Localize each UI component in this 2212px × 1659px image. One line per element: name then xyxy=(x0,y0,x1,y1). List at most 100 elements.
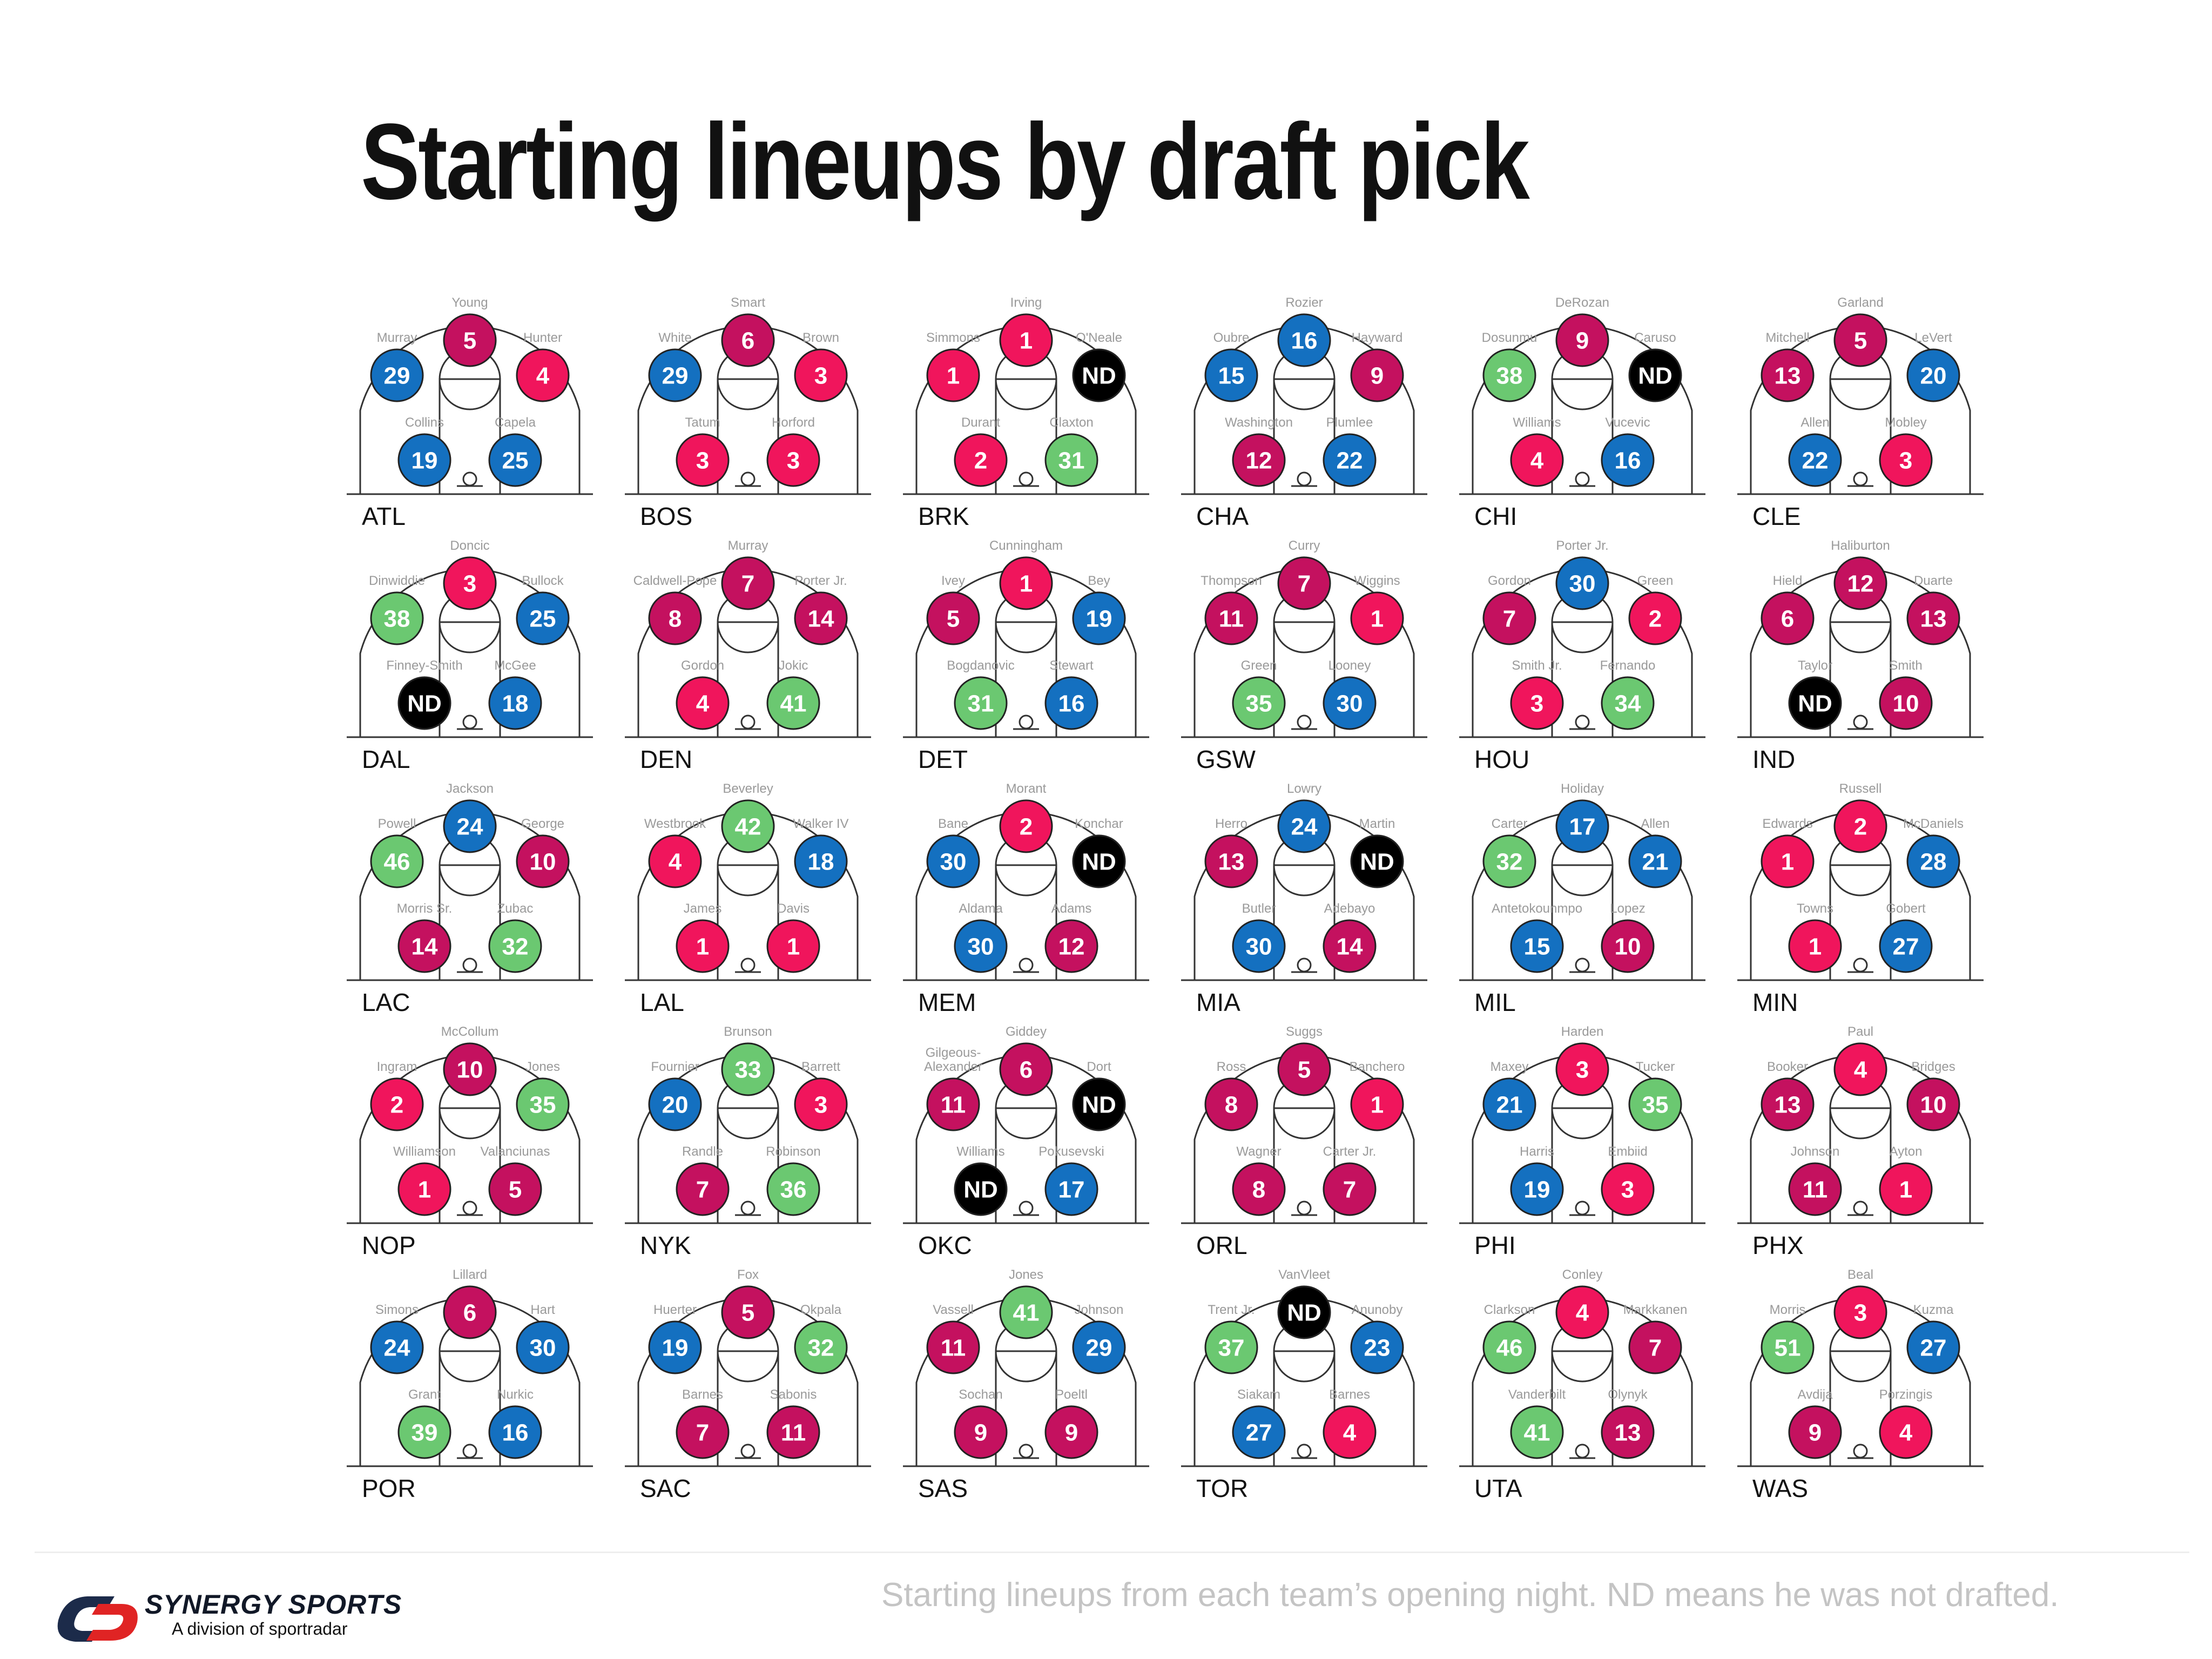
player-name: Lopez xyxy=(1610,901,1645,916)
player-name: McGee xyxy=(494,658,536,673)
player-name: Towns xyxy=(1797,901,1833,916)
draft-pick-circle xyxy=(1555,799,1609,853)
player-marker: Vassell 11 xyxy=(926,1303,980,1374)
player-marker: Sochan 9 xyxy=(954,1387,1008,1459)
team-panel-dal: Dinwiddie 38 Doncic 3 Bullock 25 Finney-Smith N… xyxy=(347,538,593,773)
draft-pick-value: 20 xyxy=(662,1092,689,1118)
player-name: Jackson xyxy=(446,781,494,796)
player-marker: Hunter 4 xyxy=(516,331,570,402)
player-name: Caruso xyxy=(1634,331,1676,345)
player-name: Williamson xyxy=(393,1144,456,1159)
draft-pick-value: ND xyxy=(1798,691,1832,717)
player-marker: Westbrook 4 xyxy=(644,817,706,888)
chart-title: Starting lineups by draft pick xyxy=(361,102,1530,222)
draft-pick-circle xyxy=(370,591,424,645)
player-marker: Finney-Smith ND xyxy=(386,658,463,730)
player-marker: Booker 13 xyxy=(1761,1060,1815,1131)
player-marker: Green 35 xyxy=(1232,658,1286,730)
team-code: POR xyxy=(362,1474,416,1502)
draft-pick-value: 7 xyxy=(696,1420,709,1446)
player-marker: Ivey 5 xyxy=(926,574,980,645)
player-marker: Smith 10 xyxy=(1879,658,1933,730)
player-marker: Claxton 31 xyxy=(1044,415,1098,487)
draft-pick-value: 8 xyxy=(1252,1177,1265,1203)
draft-pick-value: 32 xyxy=(1496,849,1523,875)
player-marker: Trent Jr. 37 xyxy=(1204,1303,1258,1374)
draft-pick-value: 3 xyxy=(463,571,476,597)
draft-pick-circle xyxy=(1350,1077,1404,1131)
draft-pick-circle xyxy=(954,1162,1008,1216)
draft-pick-value: 16 xyxy=(1615,448,1641,474)
draft-pick-value: 6 xyxy=(463,1300,476,1326)
player-marker: Nurkic 16 xyxy=(488,1387,542,1459)
player-name: Banchero xyxy=(1350,1060,1405,1074)
player-name: Bogdanovic xyxy=(947,658,1014,673)
draft-pick-value: 3 xyxy=(787,448,800,474)
draft-pick-circle xyxy=(397,676,451,730)
player-name: Huerter xyxy=(653,1303,697,1317)
player-marker: Adams 12 xyxy=(1044,901,1098,973)
team-panel-mil: Carter 32 Holiday 17 Allen 21 Antetokounmpo 15 L… xyxy=(1459,781,1705,1016)
draft-pick-value: 31 xyxy=(968,691,994,717)
player-marker: Markkanen 7 xyxy=(1623,1303,1687,1374)
player-marker: Durant 2 xyxy=(954,415,1008,487)
draft-pick-circle xyxy=(954,919,1008,973)
player-marker: Williams ND xyxy=(954,1144,1008,1216)
draft-pick-value: 41 xyxy=(1013,1300,1040,1326)
player-name: Simons xyxy=(375,1303,419,1317)
draft-pick-circle xyxy=(721,799,775,853)
player-marker: Jackson 24 xyxy=(443,781,497,853)
draft-pick-circle xyxy=(1555,556,1609,610)
player-marker: Caldwell-Pope 8 xyxy=(633,574,717,645)
draft-pick-circle xyxy=(1510,676,1564,730)
draft-pick-value: 13 xyxy=(1218,849,1245,875)
draft-pick-value: 5 xyxy=(741,1300,754,1326)
draft-pick-value: 11 xyxy=(781,1420,806,1446)
team-code: WAS xyxy=(1752,1474,1808,1502)
draft-pick-value: 6 xyxy=(741,328,754,354)
draft-pick-value: 42 xyxy=(735,814,761,840)
draft-pick-circle xyxy=(1555,1285,1609,1339)
player-name: Ingram xyxy=(377,1060,417,1074)
player-marker: Randle 7 xyxy=(676,1144,730,1216)
draft-pick-value: 16 xyxy=(1291,328,1318,354)
draft-pick-circle xyxy=(1350,1320,1404,1374)
player-name: Porzingis xyxy=(1879,1387,1933,1402)
draft-pick-value: 3 xyxy=(1576,1057,1589,1083)
player-name: Williams xyxy=(956,1144,1004,1159)
player-marker: Carter Jr. 7 xyxy=(1323,1144,1377,1216)
player-marker: Wiggins 1 xyxy=(1350,574,1404,645)
team-panel-phi: Maxey 21 Harden 3 Tucker 35 Harris 19 Embiid 3 PHI xyxy=(1459,1024,1705,1259)
player-name: Konchar xyxy=(1075,817,1123,831)
draft-pick-circle xyxy=(1350,591,1404,645)
player-name: Maxey xyxy=(1491,1060,1529,1074)
player-marker: Thompson 11 xyxy=(1201,574,1262,645)
draft-pick-circle xyxy=(1833,556,1887,610)
draft-pick-value: 9 xyxy=(974,1420,987,1446)
player-name: Booker xyxy=(1767,1060,1808,1074)
player-name: Claxton xyxy=(1049,415,1093,430)
draft-pick-circle xyxy=(926,348,980,402)
player-name: McCollum xyxy=(441,1024,499,1039)
player-name: Martin xyxy=(1359,817,1395,831)
draft-pick-value: 8 xyxy=(1225,1092,1238,1118)
player-name: Curry xyxy=(1289,538,1320,553)
player-name: Okpala xyxy=(800,1303,842,1317)
draft-pick-circle xyxy=(1601,919,1655,973)
draft-pick-value: 35 xyxy=(1246,691,1272,717)
player-name: Barrett xyxy=(801,1060,840,1074)
draft-pick-circle xyxy=(1906,348,1960,402)
player-marker: Garland 5 xyxy=(1833,295,1887,367)
draft-pick-circle xyxy=(1628,834,1682,888)
draft-pick-value: 9 xyxy=(1576,328,1589,354)
player-marker: Collins 19 xyxy=(397,415,451,487)
draft-pick-value: 3 xyxy=(1899,448,1912,474)
team-panel-cle: Mitchell 13 Garland 5 LeVert 20 Allen 22 Mobley 3… xyxy=(1737,295,1984,530)
draft-pick-circle xyxy=(1204,591,1258,645)
draft-pick-value: 9 xyxy=(1371,363,1384,389)
team-code: MIN xyxy=(1752,988,1798,1016)
draft-pick-circle xyxy=(648,1077,702,1131)
player-name: Carter Jr. xyxy=(1323,1144,1377,1159)
player-name: Porter Jr. xyxy=(794,574,847,588)
